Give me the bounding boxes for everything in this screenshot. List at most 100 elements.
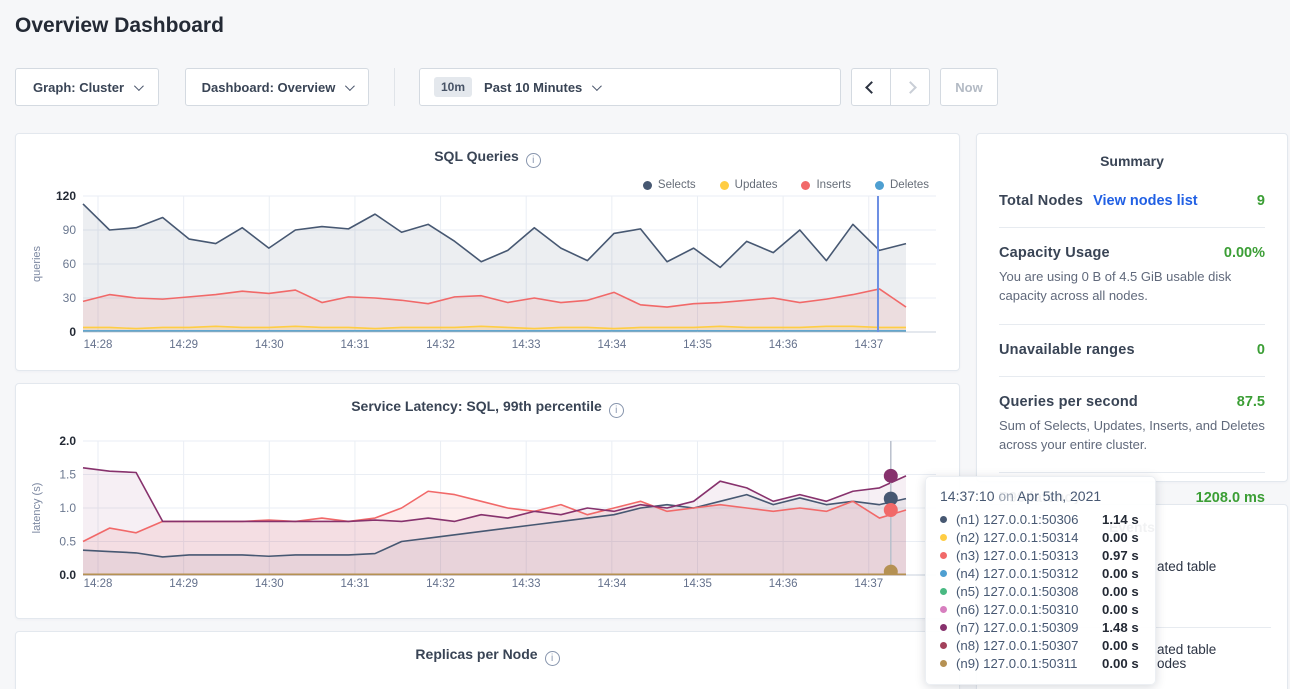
chart-title-text: Replicas per Node <box>415 646 538 662</box>
series-color-dot <box>940 587 947 595</box>
tooltip-node-label: (n4) 127.0.0.1:50312 <box>956 565 1079 581</box>
capacity-usage-label: Capacity Usage <box>999 245 1110 261</box>
queries-per-second-description: Sum of Selects, Updates, Inserts, and De… <box>999 417 1265 452</box>
event-text-fragment: ated table <box>1157 559 1217 574</box>
unavailable-ranges-value: 0 <box>1256 341 1265 358</box>
divider <box>999 323 1265 325</box>
svg-text:14:33: 14:33 <box>512 578 541 590</box>
total-nodes-value: 9 <box>1256 193 1265 209</box>
legend-color-dot <box>801 180 811 190</box>
svg-text:14:34: 14:34 <box>597 339 626 351</box>
legend-item[interactable]: Inserts <box>801 179 851 191</box>
info-icon[interactable]: i <box>525 153 541 168</box>
tooltip-row: (n4) 127.0.0.1:50312 0.00 s <box>940 564 1141 582</box>
sql-queries-chart[interactable]: 0 30 60 90 120 14:28 14:29 14:30 14:31 14:32 14:33… <box>16 190 959 358</box>
chart-title: SQL Queries i <box>16 148 959 168</box>
svg-text:14:28: 14:28 <box>84 339 113 351</box>
chart-title-text: Service Latency: SQL, 99th percentile <box>351 398 602 414</box>
chevron-down-icon <box>133 80 144 91</box>
svg-text:120: 120 <box>56 190 76 203</box>
time-range-picker[interactable]: 10m Past 10 Minutes <box>419 68 841 106</box>
tooltip-node-value: 0.97 s <box>1102 547 1139 563</box>
service-latency-chart-card: Service Latency: SQL, 99th percentile i 0… <box>15 383 960 619</box>
tooltip-node-label: (n1) 127.0.0.1:50306 <box>956 511 1079 527</box>
tooltip-node-label: (n6) 127.0.0.1:50310 <box>956 601 1079 617</box>
tooltip-node-label: (n7) 127.0.0.1:50309 <box>956 619 1079 635</box>
time-range-label: Past 10 Minutes <box>484 79 583 95</box>
svg-text:14:29: 14:29 <box>169 339 198 351</box>
svg-text:14:35: 14:35 <box>683 339 712 351</box>
series-color-dot <box>940 515 947 523</box>
divider <box>999 472 1265 474</box>
dashboard-dropdown-label: Dashboard: Overview <box>201 79 336 95</box>
svg-text:1.5: 1.5 <box>59 468 76 482</box>
divider <box>999 375 1265 377</box>
tooltip-node-value: 0.00 s <box>1102 655 1139 671</box>
tooltip-node-value: 0.00 s <box>1102 583 1139 599</box>
legend-label: Deletes <box>890 179 929 191</box>
svg-text:latency (s): latency (s) <box>31 483 43 534</box>
time-prev-button[interactable] <box>851 68 891 106</box>
legend-label: Inserts <box>816 179 851 191</box>
legend-color-dot <box>719 180 729 190</box>
tooltip-node-label: (n2) 127.0.0.1:50314 <box>956 529 1079 545</box>
tooltip-row: (n2) 127.0.0.1:50314 0.00 s <box>940 528 1141 546</box>
tooltip-row: (n1) 127.0.0.1:50306 1.14 s <box>940 510 1141 528</box>
tooltip-time: 14:37:10 <box>940 488 995 504</box>
svg-text:14:36: 14:36 <box>769 578 798 590</box>
svg-text:14:32: 14:32 <box>426 339 455 351</box>
svg-text:14:34: 14:34 <box>597 578 626 590</box>
legend-item[interactable]: Deletes <box>875 179 929 191</box>
time-now-button[interactable]: Now <box>940 68 998 106</box>
p99-latency-value: 1208.0 ms <box>1195 490 1265 507</box>
legend-color-dot <box>875 180 884 190</box>
view-nodes-list-link[interactable]: View nodes list <box>1093 193 1198 209</box>
svg-text:0.0: 0.0 <box>59 568 76 582</box>
svg-text:14:28: 14:28 <box>84 578 113 590</box>
tooltip-node-value: 0.00 s <box>1102 529 1139 545</box>
event-text-fragment: odes <box>1157 656 1187 671</box>
series-color-dot <box>940 641 947 649</box>
series-color-dot <box>940 533 947 541</box>
tooltip-node-label: (n5) 127.0.0.1:50308 <box>956 583 1079 599</box>
svg-text:14:33: 14:33 <box>512 339 541 351</box>
tooltip-node-value: 1.48 s <box>1102 619 1139 635</box>
sql-queries-chart-card: SQL Queries i Selects Updates Inserts Delete… <box>15 133 960 371</box>
svg-text:14:36: 14:36 <box>769 339 798 351</box>
svg-text:queries: queries <box>31 245 43 282</box>
info-icon[interactable]: i <box>608 403 624 418</box>
svg-text:14:35: 14:35 <box>683 578 712 590</box>
capacity-usage-value: 0.00% <box>1223 245 1265 261</box>
summary-panel: Summary Total Nodes View nodes list 9 Ca… <box>976 133 1288 506</box>
time-next-button[interactable] <box>890 68 930 106</box>
tooltip-row: (n5) 127.0.0.1:50308 0.00 s <box>940 582 1141 600</box>
legend-color-dot <box>642 180 652 190</box>
chevron-left-icon <box>864 80 878 94</box>
series-color-dot <box>940 569 947 577</box>
svg-text:14:37: 14:37 <box>854 339 883 351</box>
legend-item[interactable]: Selects <box>642 179 696 191</box>
svg-text:14:32: 14:32 <box>426 578 455 590</box>
queries-per-second-value: 87.5 <box>1236 393 1265 410</box>
divider <box>394 68 395 106</box>
legend-label: Updates <box>734 179 778 191</box>
tooltip-row: (n9) 127.0.0.1:50311 0.00 s <box>940 654 1141 672</box>
info-icon[interactable]: i <box>544 651 560 666</box>
series-color-dot <box>940 623 947 631</box>
tooltip-node-value: 0.00 s <box>1102 601 1139 617</box>
chart-title: Replicas per Node i <box>16 646 959 666</box>
service-latency-chart[interactable]: 0.0 0.5 1.0 1.5 2.0 14:28 14:29 14:30 14:31 14:32… <box>16 434 959 596</box>
chart-title: Service Latency: SQL, 99th percentile i <box>16 398 959 418</box>
svg-text:14:29: 14:29 <box>169 578 198 590</box>
chart-hover-tooltip: 14:37:10 on Apr 5th, 2021 (n1) 127.0.0.1… <box>925 476 1156 685</box>
graph-dropdown[interactable]: Graph: Cluster <box>15 68 159 106</box>
svg-text:2.0: 2.0 <box>59 434 76 448</box>
dashboard-dropdown[interactable]: Dashboard: Overview <box>185 68 369 106</box>
svg-text:1.0: 1.0 <box>59 501 76 515</box>
page-title: Overview Dashboard <box>15 14 224 37</box>
replicas-per-node-chart-card: Replicas per Node i <box>15 631 960 689</box>
series-color-dot <box>940 551 947 559</box>
legend-item[interactable]: Updates <box>719 179 778 191</box>
queries-per-second-label: Queries per second <box>999 393 1138 410</box>
